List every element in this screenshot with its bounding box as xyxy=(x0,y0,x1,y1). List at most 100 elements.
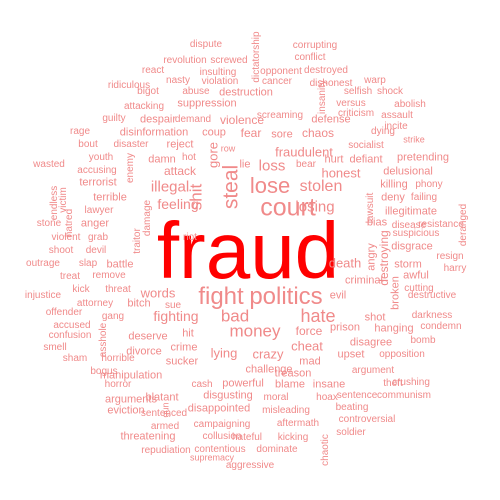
cloud-word: aggressive xyxy=(225,460,275,471)
cloud-word: soldier xyxy=(336,427,366,438)
cloud-word: fear xyxy=(240,126,262,140)
cloud-word: demand xyxy=(174,114,212,125)
cloud-word: sucker xyxy=(165,355,199,368)
cloud-word: chaotic xyxy=(320,434,331,466)
cloud-word: corrupting xyxy=(292,40,338,51)
cloud-word: suppression xyxy=(177,97,237,110)
cloud-word: kick xyxy=(72,284,90,295)
cloud-word: shoot xyxy=(48,245,74,256)
cloud-word: defiant xyxy=(349,153,383,166)
cloud-word: defense xyxy=(311,113,351,126)
cloud-word: pretending xyxy=(397,151,449,164)
cloud-word: row xyxy=(220,143,236,154)
cloud-word: deny xyxy=(381,191,405,204)
cloud-word: attorney xyxy=(76,298,114,309)
cloud-word: treason xyxy=(274,367,312,380)
cloud-word: wasted xyxy=(33,159,65,170)
cloud-word: divorce xyxy=(126,345,162,358)
cloud-word: violence xyxy=(219,113,265,127)
cloud-word: damage xyxy=(142,199,153,237)
cloud-word: bitch xyxy=(127,297,151,310)
cloud-word: threatening xyxy=(120,430,176,443)
cloud-word: crime xyxy=(170,341,198,354)
cloud-word: assault xyxy=(381,110,413,121)
cloud-word: disgrace xyxy=(391,240,433,253)
cloud-word: remove xyxy=(92,270,126,281)
cloud-word: losing xyxy=(295,198,335,216)
cloud-word: words xyxy=(140,285,176,301)
cloud-word: screwed xyxy=(210,55,248,66)
cloud-word: bad xyxy=(220,306,250,326)
cloud-word: force xyxy=(295,324,323,338)
cloud-word: riot xyxy=(183,232,197,243)
cloud-word: insane xyxy=(312,378,346,391)
cloud-word: opposition xyxy=(379,349,425,360)
cloud-word: killing xyxy=(380,178,408,191)
cloud-word: destructive xyxy=(407,290,457,301)
cloud-word: gun xyxy=(160,402,171,418)
cloud-word: repudiation xyxy=(141,445,191,456)
cloud-word: bomb xyxy=(410,335,436,346)
cloud-word: court xyxy=(260,193,316,222)
cloud-word: dispute xyxy=(189,39,223,50)
cloud-word: revolution xyxy=(163,55,207,66)
cloud-word: contentious xyxy=(194,444,246,455)
cloud-word: grab xyxy=(87,232,109,243)
cloud-word: devil xyxy=(85,245,107,256)
cloud-word: conflict xyxy=(294,52,326,63)
cloud-word: attacking xyxy=(123,101,165,112)
cloud-word: dying xyxy=(371,126,395,137)
cloud-word: bigot xyxy=(137,86,159,97)
cloud-word: sentenced xyxy=(140,408,188,419)
cloud-word: violation xyxy=(201,76,239,87)
cloud-word: controversial xyxy=(338,414,396,425)
cloud-word: disinformation xyxy=(119,126,189,139)
cloud-word: illegal xyxy=(150,178,190,196)
cloud-word: disaster xyxy=(113,139,149,150)
cloud-word: abuse xyxy=(182,86,210,97)
cloud-word: reject xyxy=(166,138,194,151)
cloud-word: misleading xyxy=(262,405,310,416)
cloud-word: ridiculous xyxy=(107,80,151,91)
cloud-word: politics xyxy=(249,283,323,310)
cloud-word: damn xyxy=(148,153,176,166)
cloud-word: loss xyxy=(258,157,286,175)
cloud-word: dishonest xyxy=(309,78,353,89)
cloud-word: sore xyxy=(271,128,293,141)
cloud-word: campaigning xyxy=(193,419,251,430)
cloud-word: argument xyxy=(351,365,395,376)
cloud-word: strike xyxy=(403,134,425,145)
cloud-word: resistance xyxy=(418,219,464,230)
cloud-word: selfish xyxy=(343,86,373,97)
cloud-word: communism xyxy=(377,390,431,401)
cloud-word: aftermath xyxy=(276,418,320,429)
cloud-word: opponent xyxy=(260,66,302,77)
cloud-word: hoax xyxy=(316,392,338,403)
cloud-word: confusion xyxy=(48,330,92,341)
cloud-word: enemy xyxy=(125,152,136,184)
cloud-word: terrible xyxy=(93,191,127,204)
cloud-word: stolen xyxy=(299,178,343,195)
cloud-word: chaos xyxy=(301,126,335,140)
cloud-word: lose xyxy=(249,173,291,198)
cloud-word: powerful xyxy=(222,377,264,390)
cloud-word: hatred xyxy=(64,208,75,238)
cloud-word: hot xyxy=(182,152,196,163)
cloud-word: disgusting xyxy=(203,389,253,402)
cloud-word: fraud xyxy=(156,206,340,295)
cloud-word: awful xyxy=(403,269,429,282)
cloud-word: challenge xyxy=(245,363,293,376)
cloud-word: crazy xyxy=(252,346,284,362)
cloud-word: prison xyxy=(330,321,360,334)
cloud-word: resign xyxy=(436,251,464,262)
cloud-word: gore xyxy=(205,141,221,169)
cloud-word: fraudulent xyxy=(275,144,333,160)
cloud-word: evil xyxy=(329,289,347,302)
cloud-word: shock xyxy=(376,86,404,97)
cloud-word: blame xyxy=(275,378,305,391)
cloud-word: storm xyxy=(394,258,422,271)
cloud-word: victim xyxy=(58,187,69,213)
cloud-word: feeling xyxy=(157,196,199,212)
cloud-word: destruction xyxy=(219,86,273,99)
